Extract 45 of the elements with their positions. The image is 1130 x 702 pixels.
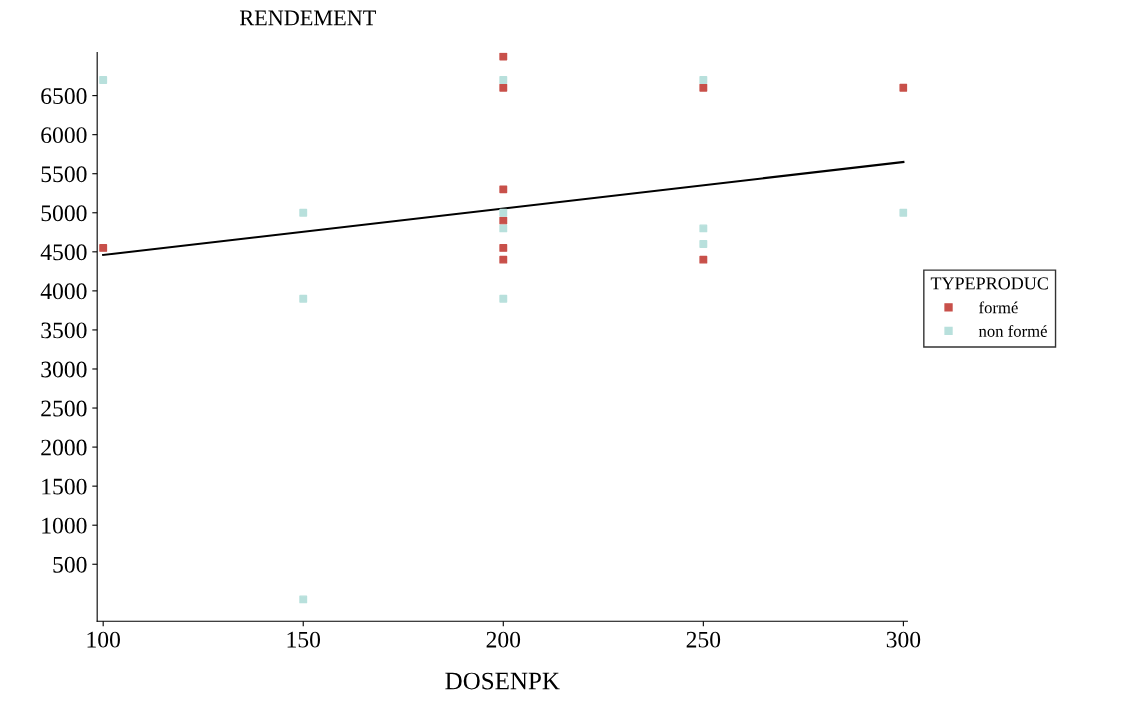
- point: [499, 255, 508, 264]
- y-axis-title: RENDEMENT: [239, 10, 376, 26]
- point: [499, 208, 508, 217]
- x-tick-label: 100: [87, 631, 120, 648]
- point: [899, 83, 908, 92]
- y-tick-label: 4000: [40, 283, 87, 300]
- point: [499, 294, 508, 303]
- point: [499, 76, 508, 84]
- point: [699, 224, 708, 233]
- y-tick-label: 6000: [41, 127, 87, 144]
- x-tick-label: 150: [287, 631, 321, 648]
- point: [699, 83, 708, 92]
- y-tick-label: 2000: [41, 439, 87, 456]
- y-tick-label: 4500: [40, 244, 87, 261]
- point: [99, 243, 108, 252]
- y-tick-label: 3500: [41, 322, 87, 339]
- y-tick-label: 3000: [41, 361, 87, 378]
- y-tick-label: 6500: [41, 88, 87, 105]
- y-tick-label: 2500: [41, 400, 87, 417]
- legend-title: TYPEPRODUC: [930, 277, 1048, 290]
- point: [299, 208, 308, 217]
- point: [499, 243, 508, 252]
- point: [699, 240, 708, 248]
- x-tick-label: 300: [886, 631, 921, 648]
- point: [99, 76, 108, 84]
- point: [499, 185, 508, 194]
- point: [699, 76, 708, 84]
- legend-label: formé: [979, 301, 1018, 314]
- y-tick-label: 5000: [41, 205, 87, 222]
- point: [899, 208, 908, 217]
- point: [499, 216, 508, 225]
- point: [499, 83, 508, 92]
- x-tick-label: 200: [486, 631, 521, 648]
- point: [299, 294, 308, 303]
- y-tick-label: 1000: [42, 517, 87, 534]
- point: [299, 595, 308, 604]
- point: [699, 255, 708, 264]
- point: [499, 224, 508, 233]
- y-tick-label: 1500: [42, 478, 87, 495]
- x-axis-title: DOSENPK: [445, 672, 560, 690]
- point: [499, 52, 508, 61]
- legend-label: non formé: [978, 324, 1047, 337]
- y-tick-label: 500: [53, 556, 87, 573]
- y-tick-label: 5500: [41, 166, 87, 183]
- x-tick-label: 250: [686, 631, 721, 648]
